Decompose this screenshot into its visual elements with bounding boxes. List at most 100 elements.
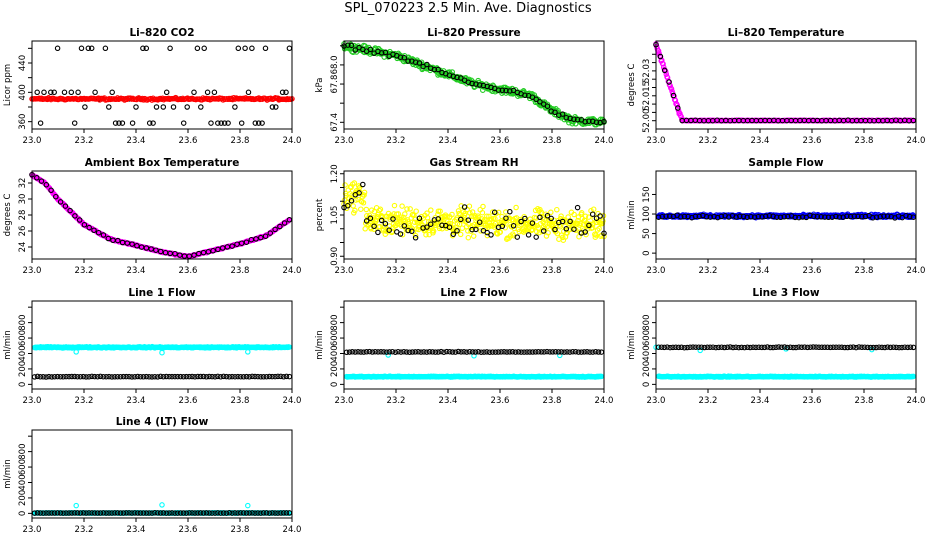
data-point	[210, 247, 216, 254]
data-point	[844, 344, 851, 351]
data-point	[183, 373, 190, 380]
data-point	[37, 120, 44, 126]
data-point	[847, 213, 854, 220]
data-point	[345, 202, 351, 209]
data-point	[215, 373, 221, 380]
data-point	[575, 217, 581, 224]
y-tick-label: 0	[330, 382, 340, 387]
data-point	[427, 221, 434, 227]
x-tick-label: 23.6	[803, 396, 822, 406]
data-point	[38, 178, 45, 184]
data-point	[738, 344, 745, 351]
data-point	[429, 349, 436, 355]
series-line3-cyan	[653, 344, 917, 380]
data-point	[74, 373, 81, 380]
data-point	[600, 218, 606, 224]
data-point	[242, 45, 248, 52]
data-point	[428, 207, 434, 213]
data-point	[587, 349, 593, 355]
y-tick-label: 52.00	[642, 109, 652, 133]
data-point	[160, 510, 167, 516]
data-point	[458, 203, 464, 209]
data-point	[548, 209, 554, 216]
data-point	[582, 213, 589, 220]
data-point	[592, 348, 599, 355]
data-point	[112, 510, 118, 516]
y-tick-label: 67.8	[330, 75, 340, 94]
data-point	[66, 510, 72, 516]
data-point	[906, 213, 913, 220]
data-point	[861, 344, 868, 350]
data-point	[538, 209, 545, 216]
data-point	[283, 373, 290, 380]
y-tick-label: 26	[18, 226, 28, 237]
data-point	[363, 349, 370, 355]
data-point	[495, 87, 502, 93]
data-point	[391, 202, 398, 209]
data-point	[77, 373, 84, 380]
data-point	[112, 120, 119, 126]
series-line3-black	[655, 344, 917, 351]
data-point	[406, 349, 413, 355]
data-point	[407, 206, 413, 212]
data-point	[818, 214, 824, 220]
data-point	[286, 45, 293, 52]
data-point	[836, 344, 842, 350]
data-point	[275, 510, 281, 516]
data-point	[120, 510, 127, 516]
data-point	[675, 105, 681, 111]
data-point	[281, 220, 288, 226]
panel-title: Li–820 CO2	[129, 27, 194, 39]
data-point	[103, 373, 109, 380]
data-point	[514, 234, 521, 240]
data-point	[807, 344, 814, 350]
data-point	[545, 230, 551, 236]
data-point	[120, 373, 127, 380]
data-point	[707, 344, 713, 351]
data-point	[143, 373, 150, 380]
data-point	[215, 510, 221, 516]
data-point	[399, 203, 405, 209]
data-point	[486, 349, 493, 355]
data-point	[238, 240, 245, 246]
data-point	[215, 120, 221, 126]
data-point	[378, 50, 385, 56]
data-point	[721, 344, 728, 351]
data-point	[41, 89, 47, 96]
y-axis-label: ml/min	[3, 459, 13, 489]
data-point	[554, 206, 560, 213]
data-point	[57, 510, 64, 516]
y-tick-label: 440	[18, 55, 28, 71]
data-point	[109, 510, 115, 516]
y-tick-label: 800	[18, 314, 28, 330]
data-point	[547, 349, 553, 355]
data-point	[522, 92, 528, 99]
data-point	[138, 244, 145, 250]
data-point	[581, 349, 587, 355]
data-point	[215, 246, 221, 253]
data-point	[342, 182, 348, 188]
data-point	[345, 42, 351, 48]
y-axis-label: kPa	[315, 78, 325, 93]
data-point	[459, 225, 466, 231]
y-tick-label: 28	[18, 210, 28, 221]
data-point	[670, 92, 677, 99]
data-point	[43, 374, 49, 380]
data-point	[559, 218, 566, 225]
data-point	[444, 348, 450, 355]
data-point	[690, 344, 696, 350]
data-point	[449, 349, 456, 355]
data-point	[597, 213, 603, 219]
x-tick-label: 23.0	[647, 266, 666, 276]
data-point	[666, 213, 673, 219]
data-point	[529, 220, 536, 226]
data-point	[744, 344, 751, 351]
data-point	[435, 216, 441, 222]
data-point	[673, 344, 679, 351]
data-point	[382, 220, 389, 227]
data-point	[49, 374, 55, 380]
data-point	[821, 344, 828, 351]
data-point	[272, 226, 278, 233]
data-point	[390, 216, 396, 222]
x-tick-label: 24.0	[595, 266, 614, 276]
